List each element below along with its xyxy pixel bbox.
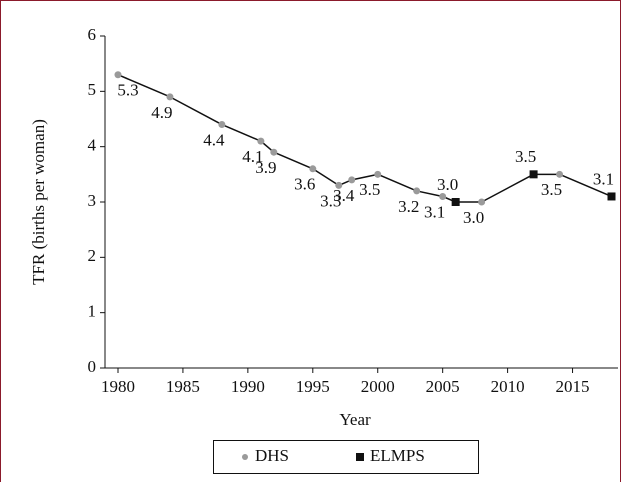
- marker: [374, 170, 382, 178]
- legend-box: [213, 440, 479, 474]
- y-tick-label: 1: [88, 302, 97, 321]
- data-label: 3.1: [593, 169, 614, 188]
- y-tick-label: 3: [88, 191, 97, 210]
- marker: [348, 176, 356, 184]
- x-tick-label: 1985: [166, 377, 200, 396]
- line-segment: [351, 173, 378, 181]
- data-label: 3.6: [294, 175, 315, 194]
- marker: [451, 198, 460, 206]
- marker: [309, 165, 317, 173]
- x-tick-label: 2015: [556, 377, 590, 396]
- data-label: 3.5: [359, 180, 380, 199]
- x-tick-label: 2010: [491, 377, 525, 396]
- data-label: 3.0: [437, 175, 458, 194]
- legend-marker: [356, 453, 364, 461]
- marker: [218, 121, 226, 129]
- marker: [439, 192, 447, 200]
- data-label: 3.5: [515, 147, 536, 166]
- x-tick-label: 2000: [361, 377, 395, 396]
- data-label: 3.9: [255, 158, 276, 177]
- y-tick-label: 2: [88, 246, 97, 265]
- line-segment: [169, 96, 223, 126]
- marker: [166, 93, 174, 101]
- data-label: 3.0: [463, 208, 484, 227]
- marker: [556, 170, 564, 178]
- legend-marker: [242, 454, 248, 460]
- line-segment: [312, 168, 340, 187]
- line-segment: [273, 151, 314, 170]
- marker: [257, 137, 265, 145]
- data-label: 4.9: [151, 103, 172, 122]
- data-label: 4.4: [203, 130, 225, 149]
- data-label: 3.5: [541, 180, 562, 199]
- marker: [413, 187, 421, 195]
- data-label: 3.2: [398, 197, 419, 216]
- marker: [478, 198, 486, 206]
- marker: [114, 71, 122, 79]
- marker: [270, 148, 278, 156]
- y-tick-label: 4: [88, 136, 97, 155]
- marker: [335, 181, 343, 189]
- marker: [607, 192, 616, 201]
- y-tick-label: 5: [88, 80, 97, 99]
- legend-label: ELMPS: [370, 446, 425, 465]
- y-tick-label: 0: [88, 357, 97, 376]
- line-segment: [416, 190, 443, 198]
- x-tick-label: 1990: [231, 377, 265, 396]
- line-segment: [481, 173, 534, 203]
- x-tick-label: 1995: [296, 377, 330, 396]
- line-segment: [117, 74, 171, 98]
- y-tick-label: 6: [88, 25, 97, 44]
- line-segment: [559, 173, 612, 198]
- data-label: 3.1: [424, 202, 445, 221]
- data-label: 3.4: [333, 186, 355, 205]
- legend-label: DHS: [255, 446, 289, 465]
- data-label: 5.3: [117, 81, 138, 100]
- x-tick-label: 1980: [101, 377, 135, 396]
- line-segment: [221, 123, 262, 142]
- marker: [529, 170, 538, 179]
- y-axis-label: TFR (births per woman): [29, 119, 48, 285]
- x-axis-label: Year: [339, 410, 371, 429]
- data-label: 4.1: [242, 147, 263, 166]
- line-segment: [377, 173, 417, 192]
- data-label: 3.3: [320, 191, 341, 210]
- x-tick-label: 2005: [426, 377, 460, 396]
